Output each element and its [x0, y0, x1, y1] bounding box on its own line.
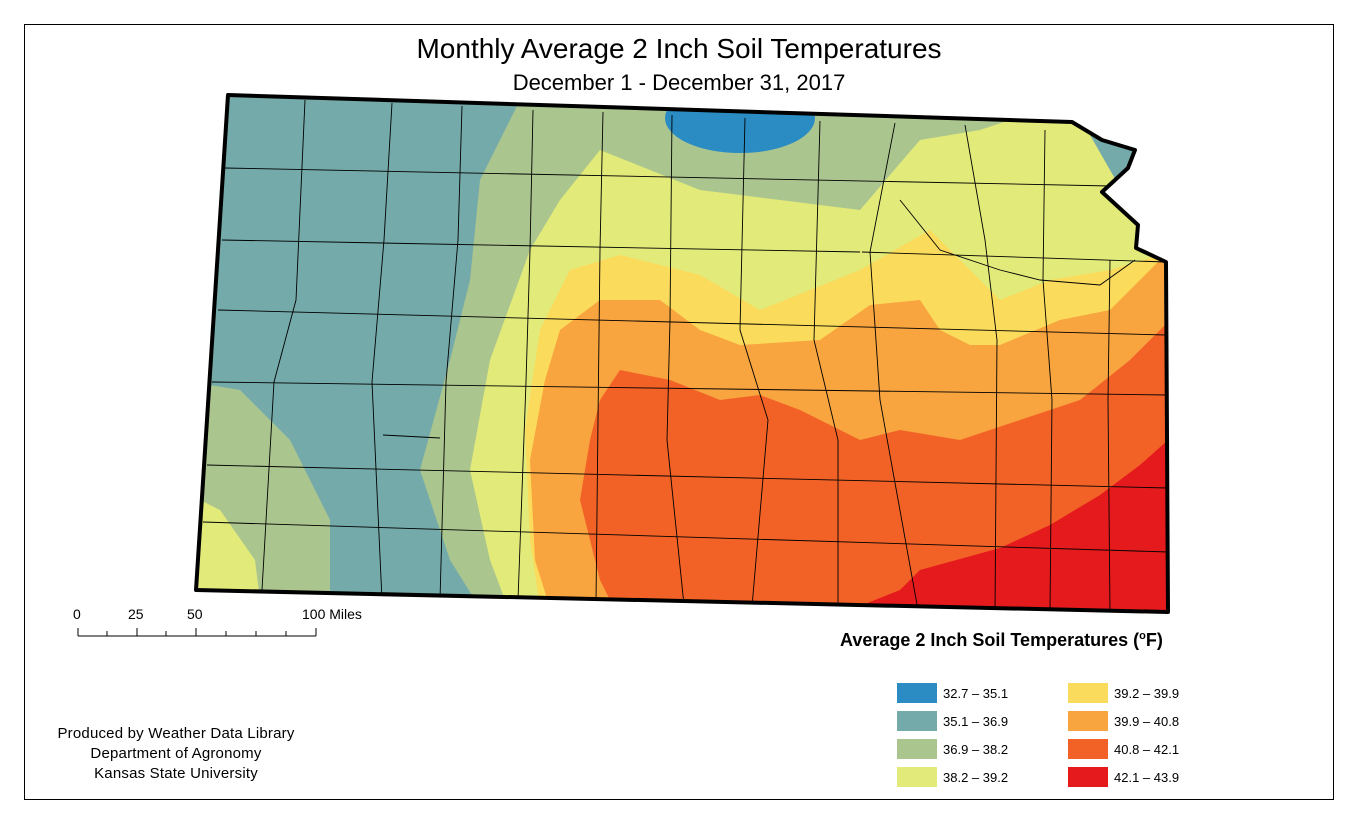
legend-swatch-6: [1068, 711, 1108, 731]
legend-title-unit: F): [1145, 630, 1163, 650]
legend-item-4: 38.2 – 39.2: [897, 767, 1008, 787]
legend-item-6: 39.9 – 40.8: [1068, 711, 1179, 731]
legend-item-2: 35.1 – 36.9: [897, 711, 1008, 731]
zone-32-7-35-1: [665, 95, 815, 153]
county-lines: [202, 99, 1168, 612]
map-title: Monthly Average 2 Inch Soil Temperatures: [416, 33, 942, 64]
legend-item-8: 42.1 – 43.9: [1068, 767, 1179, 787]
legend-item-1: 32.7 – 35.1: [897, 683, 1008, 703]
credits-line-2: Department of Agronomy: [90, 745, 262, 762]
credits-block: Produced by Weather Data Library Departm…: [30, 724, 322, 784]
legend-swatch-4: [897, 767, 937, 787]
scale-bar: [77, 628, 317, 637]
legend-label-4: 38.2 – 39.2: [943, 769, 1009, 785]
scale-label-25: 25: [128, 606, 144, 622]
legend-label-8: 42.1 – 43.9: [1114, 769, 1180, 785]
legend-label-6: 39.9 – 40.8: [1114, 713, 1180, 729]
scale-label-50: 50: [187, 606, 203, 622]
legend-item-3: 36.9 – 38.2: [897, 739, 1008, 759]
kansas-state-border: [194, 93, 1170, 614]
credits-line-1: Produced by Weather Data Library: [57, 725, 295, 742]
legend-title: Average 2 Inch Soil Temperatures (oF): [840, 630, 1163, 651]
legend-item-5: 39.2 – 39.9: [1068, 683, 1179, 703]
legend-swatch-7: [1068, 739, 1108, 759]
legend-label-1: 32.7 – 35.1: [943, 685, 1009, 701]
scale-label-100-miles: 100 Miles: [302, 606, 362, 622]
zone-42-1-43-9: [840, 440, 1168, 612]
legend-title-degree: o: [1139, 630, 1146, 642]
legend-label-3: 36.9 – 38.2: [943, 741, 1009, 757]
legend-item-7: 40.8 – 42.1: [1068, 739, 1179, 759]
legend-swatch-1: [897, 683, 937, 703]
temperature-zones: [196, 95, 1168, 612]
credits-line-3: Kansas State University: [94, 765, 258, 782]
legend-swatch-5: [1068, 683, 1108, 703]
legend-label-7: 40.8 – 42.1: [1114, 741, 1180, 757]
legend-swatch-3: [897, 739, 937, 759]
scale-label-0: 0: [73, 606, 81, 622]
legend-label-5: 39.2 – 39.9: [1114, 685, 1180, 701]
legend-swatch-8: [1068, 767, 1108, 787]
legend-title-main: Average 2 Inch Soil Temperatures (: [840, 630, 1140, 650]
map-subtitle: December 1 - December 31, 2017: [512, 70, 846, 95]
map-frame: [24, 24, 1334, 800]
legend-swatch-2: [897, 711, 937, 731]
legend-label-2: 35.1 – 36.9: [943, 713, 1009, 729]
